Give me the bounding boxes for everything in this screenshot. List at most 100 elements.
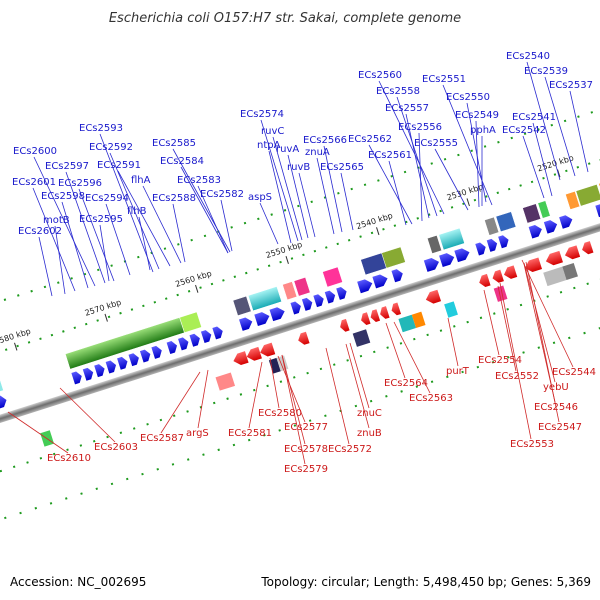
forward-gene-arrow [486, 238, 498, 252]
reverse-gene-label: ECs2581 [228, 428, 272, 439]
reverse-gene-label: ECs2577 [284, 422, 328, 433]
reverse-gene-box [493, 285, 508, 302]
reverse-gene-box [215, 372, 236, 391]
forward-gene-label: ECs2588 [152, 193, 196, 204]
forward-gene-arrow [128, 353, 139, 367]
forward-gene-box [293, 276, 311, 297]
forward-gene-box [537, 200, 551, 219]
forward-gene-arrow [178, 337, 189, 351]
reverse-gene-box [352, 329, 371, 347]
forward-gene-arrow [423, 258, 440, 272]
forward-gene-arrow [324, 290, 336, 304]
reverse-gene-box [268, 357, 281, 374]
forward-gene-arrow [212, 326, 223, 340]
forward-gene-label: aspS [248, 192, 272, 203]
forward-gene-label: ECs2598 [41, 191, 85, 202]
forward-gene-label: motB [43, 215, 70, 226]
reverse-gene-arrow [380, 306, 390, 319]
forward-gene-label: ECs2582 [200, 189, 244, 200]
reverse-gene-label: argS [186, 428, 209, 439]
forward-label-leader [32, 187, 76, 292]
reverse-gene-label: ECs2580 [258, 408, 302, 419]
forward-gene-label: ECs2574 [240, 109, 284, 120]
reverse-gene-label: yebU [543, 382, 569, 393]
forward-gene-label: ECs2557 [385, 103, 429, 114]
forward-label-leader [418, 132, 423, 222]
forward-gene-label: ECs2540 [506, 51, 550, 62]
forward-label-leader [197, 185, 229, 254]
forward-gene-arrow [498, 235, 509, 249]
forward-gene-arrow [166, 341, 178, 354]
forward-gene-arrow [301, 297, 313, 311]
reverse-label-leader [325, 347, 350, 445]
reverse-label-leader [349, 342, 370, 409]
forward-gene-arrow [254, 312, 270, 327]
forward-gene-arrow [290, 301, 301, 315]
forward-gene-box [282, 281, 298, 301]
reverse-label-leader [385, 322, 406, 379]
scale-tick [376, 227, 380, 236]
reverse-gene-label: ECs2544 [552, 367, 596, 378]
reverse-gene-label: ECs2554 [478, 355, 522, 366]
forward-gene-label: ECs2561 [368, 150, 412, 161]
forward-gene-arrow [139, 349, 151, 363]
reverse-label-leader [521, 259, 574, 368]
reverse-gene-label: ECs2563 [409, 393, 453, 404]
forward-label-leader [33, 156, 96, 287]
forward-label-leader [117, 170, 171, 267]
forward-label-leader [38, 236, 53, 297]
scale-tick-label: 2580 kbp [0, 327, 32, 347]
reverse-gene-label: ECs2610 [47, 453, 91, 464]
forward-label-leader [298, 172, 316, 238]
forward-gene-label: ECs2600 [13, 146, 57, 157]
reverse-label-leader [277, 355, 306, 423]
forward-label-leader [54, 225, 66, 295]
forward-gene-box [495, 211, 517, 233]
reverse-gene-label: ECs2587 [140, 433, 184, 444]
forward-gene-label: ECs2565 [320, 162, 364, 173]
forward-label-leader [442, 84, 493, 206]
reverse-gene-arrow [524, 257, 543, 272]
gene-labels: ECs2540 ECs2539 ECs2537 ECs2551 ECs2550 ECs25… [12, 51, 596, 475]
forward-gene-arrow [200, 330, 212, 344]
forward-gene-arrow [391, 269, 403, 283]
forward-gene-label: flhA [131, 175, 151, 186]
forward-label-leader [569, 90, 589, 173]
reverse-gene-label: ECs2579 [284, 464, 328, 475]
reverse-label-leader [345, 343, 370, 429]
forward-label-leader [220, 199, 233, 252]
forward-label-leader [268, 150, 292, 244]
innermost-dotted-track [0, 289, 600, 529]
reverse-label-leader [447, 317, 459, 367]
forward-gene-label: ntpA [257, 140, 281, 151]
forward-gene-box [575, 183, 600, 207]
reverse-gene-arrow [370, 309, 381, 322]
forward-label-leader [340, 172, 354, 231]
forward-gene-label: ECs2560 [358, 70, 402, 81]
forward-label-leader [526, 61, 561, 181]
forward-gene-arrow [559, 215, 573, 229]
reverse-gene-arrow [545, 250, 563, 266]
forward-gene-label: ECs2539 [524, 66, 568, 77]
reverse-gene-label: ECs2572 [328, 444, 372, 455]
reverse-gene-label: ECs2578 [284, 444, 328, 455]
forward-gene-label: flhB [127, 206, 147, 217]
forward-label-leader [99, 224, 110, 282]
reverse-label-leader [7, 411, 69, 454]
forward-label-leader [272, 136, 303, 241]
reverse-label-leader [248, 361, 263, 429]
forward-gene-box [438, 227, 465, 251]
forward-label-leader [532, 122, 553, 197]
reverse-gene-label: ECs2546 [534, 402, 578, 413]
forward-gene-label: ECs2558 [376, 86, 420, 97]
reverse-label-leader [393, 321, 431, 394]
forward-gene-arrow [189, 333, 200, 347]
reverse-gene-arrow [564, 245, 581, 260]
reverse-gene-label: znuB [357, 428, 382, 439]
scale-tick [285, 256, 289, 264]
reverse-gene-arrow [246, 346, 262, 361]
forward-label-leader [287, 154, 309, 239]
scale-tick-label: 2570 kbp [84, 298, 123, 318]
reverse-gene-arrow [298, 331, 310, 345]
forward-label-leader [316, 157, 335, 235]
